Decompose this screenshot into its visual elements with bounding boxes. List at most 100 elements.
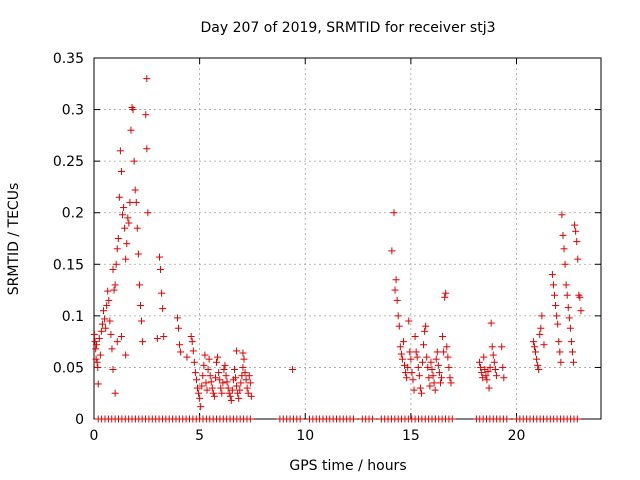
data-point [159,305,167,313]
data-point [422,322,430,330]
data-point [562,281,570,289]
data-point [144,209,152,217]
data-point [196,394,204,402]
data-point [219,379,227,387]
data-point [109,365,117,373]
data-point [574,255,582,263]
y-tick-label: 0.3 [62,103,84,119]
data-point [537,324,545,332]
data-point [122,255,130,263]
data-point [441,293,449,301]
data-point [438,374,446,382]
data-point [530,343,538,351]
data-point [207,378,215,386]
data-point [225,389,233,397]
data-point [94,380,102,388]
data-point [503,415,511,423]
data-point [108,345,116,353]
data-point [135,281,143,289]
data-point [142,111,150,119]
data-point [448,415,456,423]
data-point [130,157,138,165]
data-point [240,355,248,363]
data-point [480,353,488,361]
data-point [486,363,494,371]
data-point [420,341,428,349]
x-tick-label: 5 [195,428,204,444]
data-point [428,365,436,373]
data-point [549,281,557,289]
data-point [122,351,130,359]
data-point [432,355,440,363]
y-tick-label: 0.2 [62,206,84,222]
data-point [247,392,255,400]
data-point [399,338,407,346]
data-point [176,341,184,349]
data-point [489,351,497,359]
data-point [115,193,123,201]
data-point [232,374,240,382]
data-point [558,211,566,219]
data-point [210,392,218,400]
data-point [96,351,104,359]
data-point [227,396,235,404]
data-point [224,384,232,392]
data-point [555,338,563,346]
data-point [483,376,491,384]
x-tick-label: 0 [90,428,99,444]
data-point [192,376,200,384]
data-point [237,379,245,387]
data-point [203,386,211,394]
data-point [243,384,251,392]
data-point [132,198,140,206]
data-point [552,302,560,310]
data-point [442,289,450,297]
data-point [143,145,151,153]
data-point [103,302,111,310]
data-point [90,330,98,338]
data-point [487,319,495,327]
y-tick-label: 0.05 [53,360,84,376]
data-point [554,320,562,328]
data-point [368,415,376,423]
data-point [395,322,403,330]
data-point [123,240,131,248]
data-point [559,231,567,239]
data-point [431,386,439,394]
data-point [435,369,443,377]
data-point [430,379,438,387]
data-point [107,330,115,338]
data-point [573,238,581,246]
data-point [396,343,404,351]
data-point [214,353,222,361]
data-point [403,374,411,382]
data-point [402,369,410,377]
data-point [155,253,163,261]
grid-lines [94,58,601,419]
data-point [117,332,125,340]
plot-frame [93,57,602,420]
data-point [418,358,426,366]
data-point [131,186,139,194]
data-point [98,320,106,328]
data-point [92,345,100,353]
data-point [226,392,234,400]
data-point [104,287,112,295]
x-tick-label: 15 [402,428,420,444]
y-tick-labels: 0 0.05 0.1 0.15 0.2 0.25 0.3 0.35 [53,51,84,428]
data-point [529,338,537,346]
data-point [91,338,99,346]
data-point [197,403,205,411]
data-point [189,347,197,355]
data-point [482,372,490,380]
data-point [202,379,210,387]
data-point [447,379,455,387]
data-point [446,374,454,382]
data-point [561,260,569,268]
data-point [205,355,213,363]
data-point [236,386,244,394]
data-point [412,348,420,356]
data-point [239,349,247,357]
data-point [238,372,246,380]
